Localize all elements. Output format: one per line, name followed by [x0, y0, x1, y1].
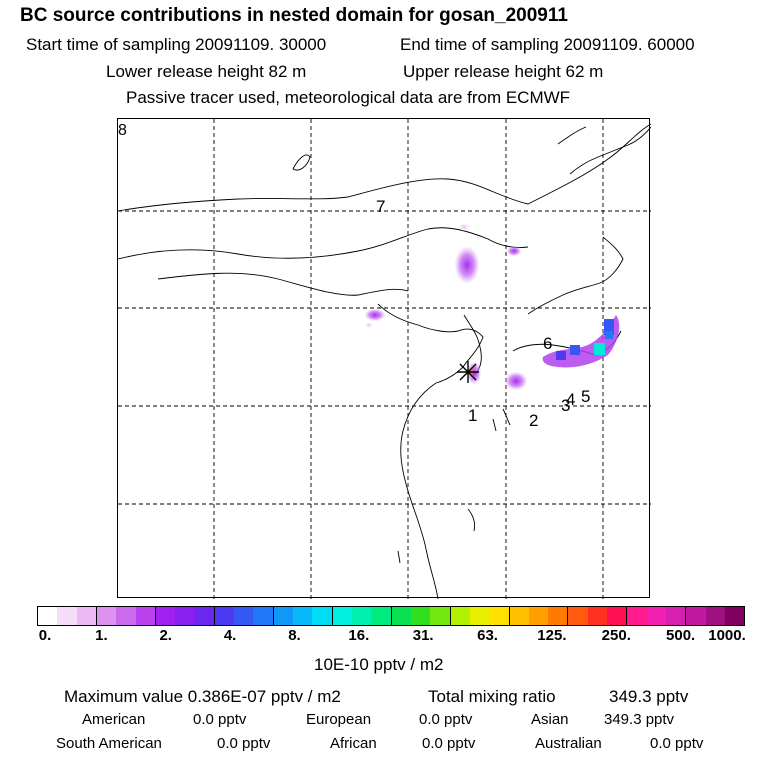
region-label-3: 3	[561, 396, 570, 415]
colorbar-swatch	[253, 607, 274, 625]
colorbar-swatch	[509, 607, 529, 625]
colorbar-swatch	[155, 607, 176, 625]
map-corner-label: 8	[118, 122, 127, 139]
start-time-label: Start time of sampling 20091109. 30000	[26, 35, 327, 54]
maximum-value: Maximum value 0.386E-07 pptv / m2	[64, 687, 341, 706]
map-svg: 8 7 6 1 2 3 4 5	[117, 119, 652, 600]
colorbar-swatch	[587, 607, 608, 625]
region-label-7: 7	[376, 197, 385, 216]
colorbar-tick-label: 1000.	[708, 627, 746, 644]
receptor-star-icon	[457, 361, 479, 383]
region-name: South American	[56, 735, 162, 752]
colorbar-swatch	[548, 607, 569, 625]
region-label-1: 1	[468, 406, 477, 425]
total-mixing-label: Total mixing ratio	[428, 687, 556, 706]
plume-cell-5	[605, 331, 613, 339]
colorbar-swatch	[469, 607, 490, 625]
colorbar-swatch	[57, 607, 77, 625]
colorbar-swatch	[450, 607, 470, 625]
plume-north-china	[365, 309, 385, 321]
colorbar-swatch	[38, 607, 58, 625]
plume-pale-ne	[458, 223, 470, 231]
plume-cell-1	[556, 351, 566, 360]
region-value: 0.0 pptv	[217, 735, 271, 752]
concentration-plumes	[365, 223, 620, 390]
colorbar-tick-label: 125.	[537, 627, 567, 644]
colorbar-swatch	[293, 607, 313, 625]
plume-kyushu	[505, 372, 527, 390]
colorbar-swatch	[489, 607, 510, 625]
region-value: 0.0 pptv	[193, 711, 247, 728]
colorbar-tick-label: 0.	[38, 627, 52, 644]
region-label-4: 4	[566, 390, 575, 409]
colorbar-units: 10E-10 pptv / m2	[314, 655, 444, 674]
colorbar-swatch	[410, 607, 431, 625]
colorbar-swatch	[528, 607, 549, 625]
colorbar-swatch	[705, 607, 725, 625]
upper-release-label: Upper release height 62 m	[403, 62, 604, 81]
plume-korea	[467, 362, 481, 384]
colorbar-swatch	[568, 607, 588, 625]
plume-cell-2	[570, 345, 580, 355]
colorbar-swatch	[194, 607, 215, 625]
colorbar-tick-label: 500.	[666, 627, 696, 644]
colorbar-swatch	[234, 607, 254, 625]
total-mixing-value: 349.3 pptv	[609, 687, 689, 706]
colorbar-tick-label: 250.	[601, 627, 631, 644]
region-label-2: 2	[529, 411, 538, 430]
colorbar-swatch	[96, 607, 117, 625]
colorbar-swatch	[175, 607, 195, 625]
colorbar-swatch	[391, 607, 411, 625]
colorbar-swatch	[646, 607, 666, 625]
plume-north-china-pale	[365, 322, 373, 328]
region-name: Australian	[535, 735, 602, 752]
region-name: Asian	[531, 711, 569, 728]
region-value: 0.0 pptv	[419, 711, 473, 728]
colorbar-swatch	[607, 607, 628, 625]
colorbar-swatch	[430, 607, 451, 625]
colorbar-swatch	[352, 607, 372, 625]
end-time-label: End time of sampling 20091109. 60000	[400, 35, 695, 54]
colorbar-tick-label: 63.	[477, 627, 498, 644]
colorbar-swatch	[312, 607, 333, 625]
plume-cell-3	[594, 343, 605, 355]
colorbar-swatch	[666, 607, 687, 625]
colorbar-tick-label: 1.	[95, 627, 108, 644]
region-label-6: 6	[543, 334, 552, 353]
colorbar-swatch	[214, 607, 235, 625]
colorbar-tick-label: 16.	[348, 627, 370, 644]
plot-title: BC source contributions in nested domain…	[20, 5, 568, 26]
tracer-note: Passive tracer used, meteorological data…	[126, 88, 571, 107]
colorbar-swatch	[371, 607, 392, 625]
colorbar-tick-label: 31.	[412, 627, 434, 644]
colorbar-swatch	[686, 607, 706, 625]
region-name: European	[306, 711, 372, 728]
colorbar-tick-label: 8.	[288, 627, 301, 644]
colorbar-swatch	[135, 607, 156, 625]
region-value: 0.0 pptv	[650, 735, 704, 752]
colorbar-tick-label: 4.	[223, 627, 237, 644]
colorbar-swatch	[273, 607, 294, 625]
region-value: 0.0 pptv	[422, 735, 476, 752]
plume-northeast-china	[455, 247, 479, 283]
colorbar-swatch	[116, 607, 136, 625]
plume-small-ne	[507, 246, 521, 256]
lower-release-label: Lower release height 82 m	[106, 62, 307, 81]
map-panel: 8 7 6 1 2 3 4 5	[117, 118, 652, 600]
colorbar-tick-label: 2.	[159, 627, 172, 644]
region-name: American	[82, 711, 146, 728]
region-label-5: 5	[581, 387, 590, 406]
colorbar	[37, 606, 745, 626]
colorbar-swatch	[724, 607, 745, 625]
region-value: 349.3 pptv	[604, 711, 675, 728]
plume-cell-4	[604, 319, 614, 335]
colorbar-swatch	[627, 607, 647, 625]
region-name: African	[330, 735, 377, 752]
colorbar-swatch	[332, 607, 352, 625]
colorbar-swatch	[76, 607, 97, 625]
